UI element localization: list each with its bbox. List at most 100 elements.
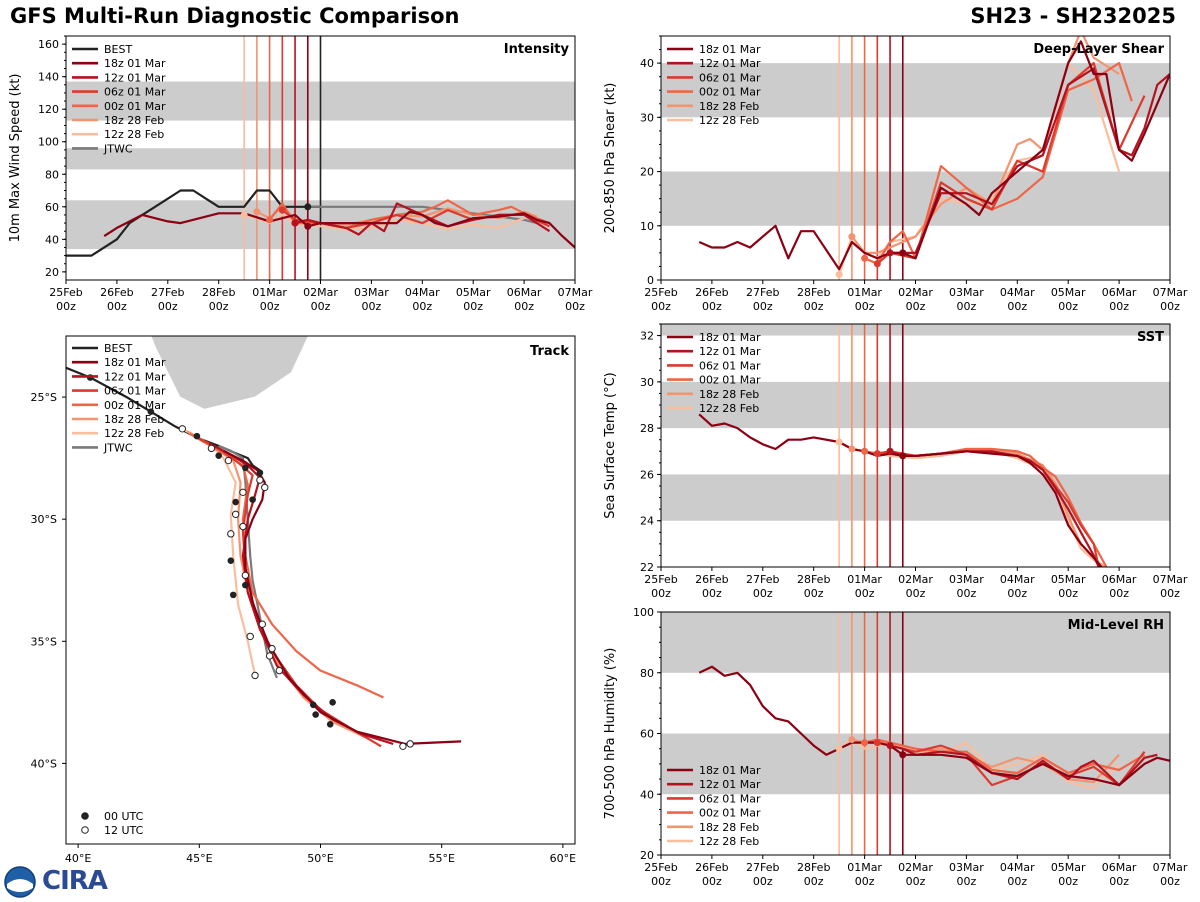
intensity-init-point [291, 219, 299, 227]
track-legend-label: 12z 28 Feb [104, 427, 164, 440]
sst-ytick-label: 26 [640, 468, 654, 481]
noaa-emblem-icon [4, 866, 36, 898]
track-legend-label: 18z 01 Mar [104, 356, 166, 369]
sst-xtick-label: 00z [1109, 587, 1129, 600]
track-plot-area [66, 336, 462, 751]
sst-xtick-label: 00z [702, 587, 722, 600]
rh-init-point [835, 745, 843, 753]
sst-series-r18z01 [698, 413, 1103, 567]
rh-xtick-label: 00z [855, 875, 875, 888]
track-point-12utc [231, 510, 240, 518]
track-panel: 40°E 45°E 50°E 55°E 60°E 25°S 30°S 35°S 40°S Trac… [31, 335, 576, 865]
shear-band [661, 171, 1170, 226]
rh-legend-label: 06z 01 Mar [699, 792, 761, 805]
shear-panel: 01020304025Feb00z26Feb00z27Feb00z28Feb00… [603, 35, 1188, 313]
shear-init-point [873, 260, 881, 268]
track-point-12utc [241, 571, 250, 580]
track-xtick-label: 60°E [550, 852, 576, 865]
sst-xtick-label: 00z [855, 587, 875, 600]
intensity-legend-label: BEST [104, 43, 132, 56]
rh-xtick-label: 27Feb [746, 861, 779, 874]
track-point-00utc [312, 711, 319, 718]
sst-legend-label: 18z 01 Mar [699, 331, 761, 344]
sst-init-point [848, 445, 856, 453]
track-point-12utc [268, 644, 276, 653]
sst-legend-label: 12z 01 Mar [699, 345, 761, 358]
intensity-legend-label: JTWC [103, 142, 133, 155]
sst-init-point [899, 452, 907, 460]
intensity-ytick-label: 160 [38, 38, 59, 51]
sst-plot-area [661, 324, 1170, 567]
track-point-00utc [329, 699, 336, 706]
rh-ytick-label: 60 [640, 728, 654, 741]
shear-xtick-label: 25Feb [644, 286, 677, 299]
track-point-12utc [207, 444, 216, 453]
intensity-xtick-label: 26Feb [100, 286, 133, 299]
rh-ytick-label: 40 [640, 788, 654, 801]
track-series-r18z01 [223, 449, 462, 746]
track-series-r18z28 [186, 430, 370, 740]
intensity-xtick-label: 01Mar [252, 286, 287, 299]
intensity-init-point [278, 206, 286, 214]
track-point-00utc [326, 721, 334, 728]
shear-ylabel: 200-850 hPa Shear (kt) [603, 83, 618, 234]
track-marker-legend-symbol [81, 812, 89, 820]
intensity-panel: 2040608010012014016025Feb00z26Feb00z27Fe… [8, 35, 593, 313]
intensity-best-point [304, 203, 312, 211]
rh-xtick-label: 26Feb [695, 861, 728, 874]
track-point-00utc [242, 464, 249, 472]
intensity-xtick-label: 00z [311, 300, 331, 313]
sst-title: SST [1137, 330, 1164, 345]
shear-ytick-label: 0 [647, 274, 654, 287]
sst-band [661, 324, 1170, 336]
sst-init-point [861, 447, 869, 455]
shear-xtick-label: 28Feb [797, 286, 830, 299]
shear-xtick-label: 06Mar [1102, 286, 1137, 299]
intensity-xtick-label: 00z [209, 300, 229, 313]
intensity-legend-label: 18z 01 Mar [104, 57, 166, 70]
intensity-ytick-label: 60 [45, 201, 59, 214]
sst-xtick-label: 00z [804, 587, 824, 600]
rh-ytick-label: 80 [640, 667, 654, 680]
intensity-xtick-label: 07Mar [558, 286, 593, 299]
sst-legend-label: 06z 01 Mar [699, 359, 761, 372]
track-xtick-label: 55°E [428, 852, 454, 865]
shear-xtick-label: 00z [702, 300, 722, 313]
rh-legend-label: 18z 01 Mar [699, 764, 761, 777]
shear-xtick-label: 00z [906, 300, 926, 313]
shear-xtick-label: 00z [1109, 300, 1129, 313]
intensity-xtick-label: 00z [362, 300, 382, 313]
track-point-00utc [193, 432, 201, 440]
intensity-xtick-label: 00z [56, 300, 76, 313]
rh-xtick-label: 05Mar [1051, 861, 1086, 874]
sst-xtick-label: 02Mar [898, 573, 933, 586]
intensity-legend-label: 06z 01 Mar [104, 86, 166, 99]
intensity-xtick-label: 00z [158, 300, 178, 313]
intensity-xtick-label: 04Mar [405, 286, 440, 299]
intensity-xtick-label: 27Feb [151, 286, 184, 299]
shear-legend-label: 18z 01 Mar [699, 43, 761, 56]
shear-ytick-label: 30 [640, 111, 654, 124]
sst-legend-label: 18z 28 Feb [699, 388, 759, 401]
rh-band [661, 612, 1170, 673]
intensity-ytick-label: 120 [38, 103, 59, 116]
rh-xtick-label: 00z [1058, 875, 1078, 888]
track-marker-legend-label: 00 UTC [104, 810, 144, 823]
track-point-12utc [406, 740, 414, 748]
intensity-xtick-label: 28Feb [202, 286, 235, 299]
sst-xtick-label: 00z [651, 587, 671, 600]
track-point-12utc [246, 632, 254, 641]
track-series-r06z01 [198, 437, 382, 748]
sst-legend-label: 00z 01 Mar [699, 374, 761, 387]
rh-xtick-label: 00z [1109, 875, 1129, 888]
track-point-12utc [275, 666, 283, 675]
sst-xtick-label: 06Mar [1102, 573, 1137, 586]
track-point-00utc [147, 408, 155, 416]
rh-series-r12z28 [838, 738, 1120, 790]
shear-xtick-label: 00z [957, 300, 977, 313]
sst-init-point [873, 450, 881, 458]
track-point-12utc [239, 522, 247, 531]
